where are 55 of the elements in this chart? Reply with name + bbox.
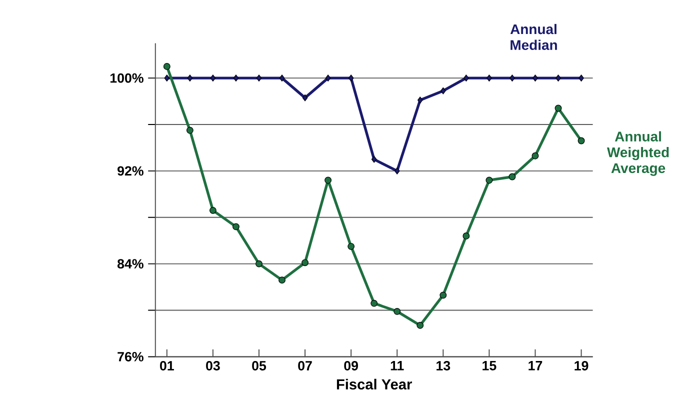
point [302, 94, 308, 102]
x-tick-label: 15 [482, 361, 496, 371]
x-tick-label: 11 [390, 361, 404, 370]
point [256, 260, 262, 268]
x-axis-title: Fiscal Year [336, 379, 412, 390]
point [462, 232, 470, 240]
point [440, 292, 447, 299]
point [464, 74, 469, 82]
point [325, 74, 331, 82]
x-tick-label: 13 [436, 361, 450, 371]
y-tick-label: 100% [110, 74, 144, 84]
point [417, 96, 423, 104]
point [233, 74, 239, 82]
y-tick-label: 92% [118, 166, 144, 176]
point [302, 259, 308, 266]
point [186, 127, 194, 134]
point [324, 176, 332, 184]
point [256, 74, 262, 82]
point [416, 322, 424, 330]
point [371, 156, 377, 163]
point [578, 137, 585, 144]
point [348, 243, 355, 250]
x-tick-label: 19 [574, 361, 588, 371]
point [556, 74, 561, 82]
point [440, 88, 446, 95]
point [578, 74, 584, 82]
point [486, 176, 493, 184]
point [279, 74, 285, 82]
series-label: Annual Median [510, 24, 557, 50]
y-tick-label: 76% [118, 352, 144, 362]
point [554, 104, 562, 112]
point [210, 74, 216, 82]
x-tick-label: 03 [206, 361, 220, 371]
y-tick-label: 84% [117, 259, 144, 269]
point [508, 173, 516, 180]
point [163, 63, 170, 70]
point [532, 74, 538, 82]
point [209, 207, 216, 214]
point [187, 74, 193, 82]
point [532, 152, 539, 160]
point [394, 308, 401, 316]
point [394, 168, 400, 175]
x-tick-label: 05 [252, 361, 266, 371]
point [348, 74, 354, 82]
point [370, 300, 378, 307]
x-tick-label: 17 [528, 361, 542, 370]
point [232, 223, 240, 230]
x-tick-label: 09 [344, 361, 358, 371]
series-label: Annual Weighted Average [606, 131, 669, 176]
x-tick-label: 01 [160, 361, 174, 371]
point [278, 276, 286, 284]
x-tick-label: 07 [298, 361, 312, 371]
point [164, 74, 170, 82]
point [510, 74, 515, 82]
point [486, 74, 492, 82]
